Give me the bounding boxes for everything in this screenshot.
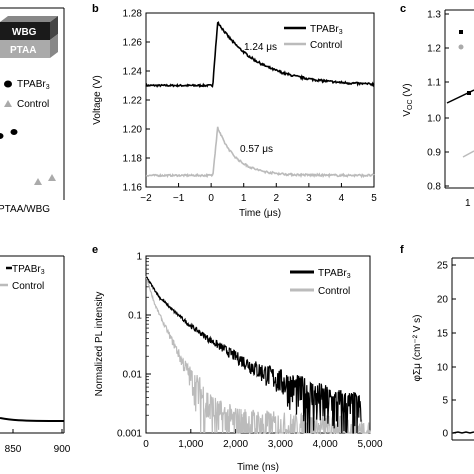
panel-f-ylabel: φΣμ (cm⁻² V s) bbox=[412, 314, 423, 381]
panel-b-letter: b bbox=[92, 3, 99, 15]
legend-a-control-label: Control bbox=[17, 99, 49, 110]
panel-c-xtick: 1 bbox=[465, 198, 471, 209]
panel-d-xtick: 850 bbox=[5, 444, 22, 455]
y-tick-label: 1.3 bbox=[427, 10, 441, 21]
y-tick-label: 20 bbox=[437, 295, 449, 306]
y-tick-label: 0.8 bbox=[427, 182, 441, 193]
legend-e-tpabr3-label: TPABr3 bbox=[318, 268, 351, 280]
y-tick-label: 0.9 bbox=[427, 148, 441, 159]
annotation-tau-tpabr3: 1.24 μs bbox=[244, 42, 277, 53]
ptaa-label: PTAA bbox=[10, 45, 36, 56]
panel-f-y-axis: 25 20 15 10 5 0 bbox=[437, 261, 456, 440]
y-tick-label: 0.001 bbox=[117, 429, 142, 440]
trend-line bbox=[462, 150, 474, 158]
legend-b-control-label: Control bbox=[310, 40, 342, 51]
data-point bbox=[458, 44, 464, 50]
panel-c: c 1.3 1.2 1.1 1.0 0.9 0.8 VOC (V) 1 bbox=[400, 3, 474, 209]
y-tick-label: 0 bbox=[442, 429, 448, 440]
x-tick-label: 2,000 bbox=[223, 439, 248, 450]
panel-b-x-axis: −2 −1 0 1 2 3 4 5 bbox=[140, 183, 377, 204]
y-tick-label: 15 bbox=[437, 329, 449, 340]
data-point bbox=[34, 178, 42, 185]
y-tick-label: 1.24 bbox=[123, 67, 143, 78]
y-tick-label: 1.1 bbox=[427, 78, 441, 89]
series-line-control bbox=[145, 126, 375, 179]
y-tick-label: 1.28 bbox=[123, 9, 143, 20]
panel-e-ylabel: Normalized PL intensity bbox=[94, 292, 105, 397]
legend-d-control-label: Control bbox=[12, 281, 44, 292]
y-tick-label: 1 bbox=[136, 252, 142, 263]
wbg-label: WBG bbox=[12, 27, 37, 38]
trend-line bbox=[446, 89, 474, 104]
x-tick-label: 4 bbox=[339, 193, 345, 204]
y-tick-label: 25 bbox=[437, 261, 449, 272]
x-tick-label: 3,000 bbox=[268, 439, 293, 450]
y-tick-label: 1.20 bbox=[123, 125, 143, 136]
y-tick-label: 0.1 bbox=[128, 311, 142, 322]
panel-e: e 0.001 0.01 0.1 1 0 1,000 2,000 3,000 4,000 5,0… bbox=[92, 244, 383, 473]
y-tick-label: 1.2 bbox=[427, 44, 441, 55]
panel-e-xlabel: Time (ns) bbox=[237, 462, 279, 473]
series-line-tpabr3 bbox=[145, 276, 362, 434]
x-tick-label: −2 bbox=[140, 193, 152, 204]
series-line-tpabr3 bbox=[145, 21, 375, 89]
x-tick-label: 1,000 bbox=[178, 439, 203, 450]
annotation-tau-control: 0.57 μs bbox=[240, 144, 273, 155]
panel-f-letter: f bbox=[400, 244, 404, 256]
x-tick-label: 0 bbox=[143, 439, 149, 450]
panel-b: b 1.16 1.18 1.20 1.22 1.24 1.26 1.28 −2 −1 0 1 2 3 4… bbox=[92, 3, 377, 219]
panel-c-y-axis: 1.3 1.2 1.1 1.0 0.9 0.8 bbox=[427, 10, 449, 193]
panel-a-xlabel: PTAA/WBG bbox=[0, 204, 50, 215]
y-tick-label: 0.01 bbox=[123, 370, 143, 381]
panel-b-ylabel: Voltage (V) bbox=[92, 75, 103, 124]
panel-c-letter: c bbox=[400, 3, 406, 15]
x-tick-label: 5 bbox=[371, 193, 377, 204]
ptaa-layer bbox=[0, 40, 50, 58]
y-tick-label: 10 bbox=[437, 363, 449, 374]
panel-e-letter: e bbox=[92, 244, 98, 256]
legend-e-control-label: Control bbox=[318, 286, 350, 297]
y-tick-label: 1.22 bbox=[123, 96, 143, 107]
panel-d-xtick: 900 bbox=[54, 444, 71, 455]
x-tick-label: −1 bbox=[173, 193, 185, 204]
legend-b-tpabr3-label: TPABr3 bbox=[310, 24, 343, 36]
y-tick-label: 5 bbox=[442, 396, 448, 407]
ptaa-layer-side bbox=[50, 34, 58, 58]
y-tick-label: 1.26 bbox=[123, 38, 143, 49]
wbg-layer-top-face bbox=[0, 16, 58, 22]
x-tick-label: 5,000 bbox=[357, 439, 382, 450]
panel-e-y-axis: 0.001 0.01 0.1 1 bbox=[117, 252, 151, 440]
legend-control-marker bbox=[4, 100, 12, 107]
x-tick-label: 4,000 bbox=[313, 439, 338, 450]
panel-b-xlabel: Time (μs) bbox=[239, 208, 281, 219]
data-point bbox=[48, 174, 56, 181]
x-tick-label: 2 bbox=[274, 193, 280, 204]
wbg-layer bbox=[0, 22, 50, 40]
y-tick-label: 1.18 bbox=[123, 154, 143, 165]
legend-d-tpabr3-label: TPABr3 bbox=[12, 264, 45, 276]
wbg-layer-side bbox=[50, 16, 58, 40]
series-line bbox=[0, 417, 65, 422]
panel-a: WBG PTAA TPABr3 Control PTAA/WBG bbox=[0, 7, 65, 215]
y-tick-label: 1.0 bbox=[427, 114, 441, 125]
data-point bbox=[459, 30, 463, 34]
x-tick-label: 3 bbox=[306, 193, 312, 204]
legend-tpabr3-marker bbox=[4, 80, 12, 88]
legend-a-tpabr3-label: TPABr3 bbox=[17, 79, 50, 91]
series-line bbox=[452, 431, 474, 434]
panel-f: f 25 20 15 10 5 0 φΣμ (cm⁻² V s) bbox=[400, 244, 474, 441]
panel-b-y-axis: 1.16 1.18 1.20 1.22 1.24 1.26 1.28 bbox=[123, 9, 150, 194]
x-tick-label: 0 bbox=[208, 193, 214, 204]
panel-c-ylabel: VOC (V) bbox=[402, 83, 414, 116]
data-point bbox=[0, 133, 4, 139]
x-tick-label: 1 bbox=[241, 193, 247, 204]
panel-d: TPABr3 Control 850 900 bbox=[0, 255, 71, 455]
data-point bbox=[10, 129, 18, 135]
y-tick-label: 1.16 bbox=[123, 183, 143, 194]
